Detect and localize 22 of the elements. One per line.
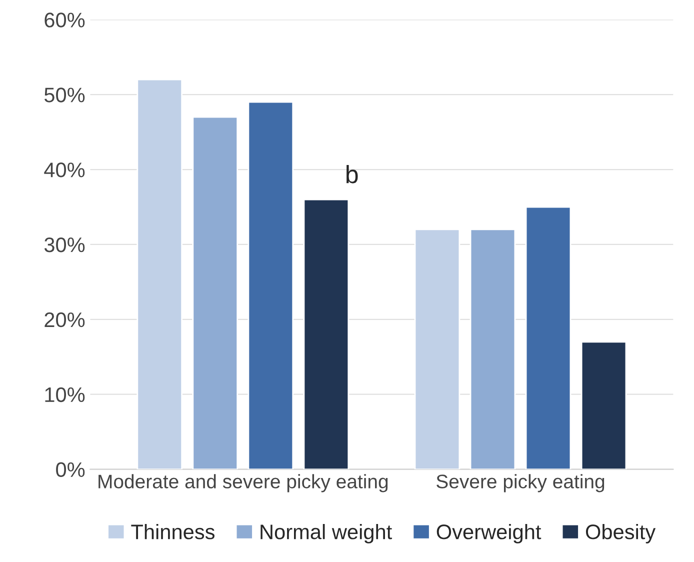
bar <box>248 101 294 470</box>
bar <box>525 206 572 470</box>
legend-label: Normal weight <box>260 524 392 544</box>
y-tick-label: 20% <box>44 312 85 328</box>
legend-label: Overweight <box>436 524 542 544</box>
legend-label: Obesity <box>586 524 656 544</box>
x-tick-label: Moderate and severe picky eating <box>98 474 388 492</box>
bar <box>136 78 183 470</box>
y-tick-label: 30% <box>44 237 85 252</box>
y-tick-label: 40% <box>44 162 85 178</box>
x-tick-label: Severe picky eating <box>436 474 604 492</box>
y-tick-label: 60% <box>44 12 85 28</box>
bar <box>414 228 460 470</box>
bar <box>580 341 627 470</box>
legend-label: Thinness <box>131 524 214 540</box>
bar <box>470 228 516 470</box>
y-tick-label: 0% <box>56 462 85 478</box>
annotation: b <box>346 164 358 184</box>
bar <box>192 116 238 470</box>
y-tick-label: 10% <box>45 387 85 402</box>
y-tick-label: 50% <box>44 88 85 102</box>
bar <box>303 198 350 470</box>
